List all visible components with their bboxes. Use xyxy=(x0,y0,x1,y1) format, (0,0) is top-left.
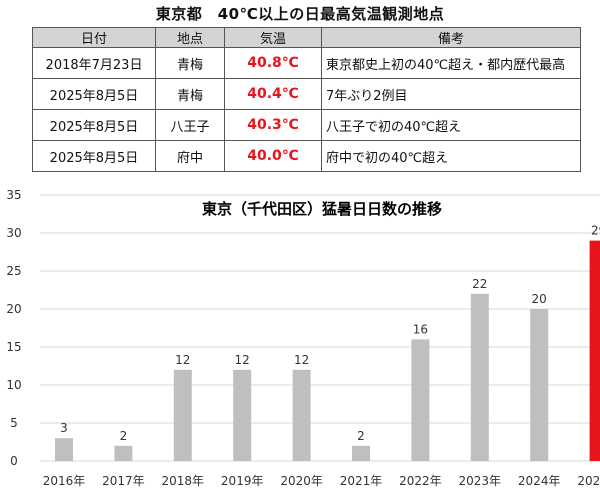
table-row: 2025年8月5日 青梅 40.4℃ 7年ぶり2例目 xyxy=(32,78,581,110)
x-tick-label: 2021年 xyxy=(340,474,383,488)
cell-place: 青梅 xyxy=(155,78,225,110)
observation-table: 日付 地点 気温 備考 2018年7月23日 青梅 40.8℃ 東京都史上初の4… xyxy=(32,27,581,172)
data-label: 12 xyxy=(235,353,250,367)
y-tick-label: 5 xyxy=(10,416,18,430)
bar xyxy=(411,339,430,461)
x-tick-label: 2017年 xyxy=(102,474,145,488)
x-tick-label: 2024年 xyxy=(518,474,561,488)
cell-temp: 40.8℃ xyxy=(224,47,322,79)
cell-note: 府中で初の40℃超え xyxy=(321,140,581,172)
cell-place: 府中 xyxy=(155,140,225,172)
header-date: 日付 xyxy=(32,27,156,48)
table-row: 2018年7月23日 青梅 40.8℃ 東京都史上初の40℃超え・都内歴代最高 xyxy=(32,47,581,79)
y-axis: 0 5 10 15 20 25 30 35 xyxy=(6,188,21,468)
header-place: 地点 xyxy=(155,27,225,48)
x-tick-label: 2025年 xyxy=(577,474,600,488)
x-tick-label: 2018年 xyxy=(162,474,205,488)
data-label: 2 xyxy=(357,429,365,443)
x-tick-label: 2023年 xyxy=(459,474,502,488)
x-tick-label: 2020年 xyxy=(280,474,323,488)
header-temp: 気温 xyxy=(224,27,322,48)
data-label: 20 xyxy=(532,292,547,306)
data-label: 29 xyxy=(591,224,600,238)
data-label: 12 xyxy=(175,353,190,367)
cell-note: 7年ぶり2例目 xyxy=(321,78,581,110)
y-tick-label: 35 xyxy=(6,188,21,202)
bar xyxy=(55,438,73,461)
bar xyxy=(352,445,370,461)
cell-temp: 40.4℃ xyxy=(224,78,322,110)
data-label: 3 xyxy=(60,421,68,435)
cell-date: 2025年8月5日 xyxy=(32,109,156,141)
table-header-row: 日付 地点 気温 備考 xyxy=(32,27,581,48)
y-tick-label: 25 xyxy=(6,264,21,278)
bar xyxy=(173,369,192,461)
data-label: 2 xyxy=(120,429,128,443)
table-row: 2025年8月5日 八王子 40.3℃ 八王子で初の40℃超え xyxy=(32,109,581,141)
cell-date: 2018年7月23日 xyxy=(32,47,156,79)
chart-title: 東京（千代田区）猛暑日日数の推移 xyxy=(202,200,442,218)
y-tick-label: 15 xyxy=(6,340,21,354)
x-axis: 2016年 2017年 2018年 2019年 2020年 2021年 2022年 2023年… xyxy=(43,474,600,488)
data-label: 12 xyxy=(294,353,309,367)
data-label: 16 xyxy=(413,322,428,336)
data-label: 22 xyxy=(472,277,487,291)
cell-date: 2025年8月5日 xyxy=(32,140,156,172)
bar xyxy=(589,240,600,461)
chart-bars: 3 2 12 12 12 2 16 22 20 29 xyxy=(55,224,600,461)
y-tick-label: 0 xyxy=(10,454,18,468)
bar xyxy=(233,369,252,461)
cell-date: 2025年8月5日 xyxy=(32,78,156,110)
cell-place: 八王子 xyxy=(155,109,225,141)
table-row: 2025年8月5日 府中 40.0℃ 府中で初の40℃超え xyxy=(32,140,581,172)
chart-grid xyxy=(40,194,600,462)
table-title: 東京都 40℃以上の日最高気温観測地点 xyxy=(155,5,445,23)
bar xyxy=(292,369,311,461)
cell-temp: 40.0℃ xyxy=(224,140,322,172)
x-tick-label: 2022年 xyxy=(399,474,442,488)
y-tick-label: 10 xyxy=(6,378,21,392)
y-tick-label: 20 xyxy=(6,302,21,316)
cell-note: 八王子で初の40℃超え xyxy=(321,109,581,141)
bar xyxy=(470,293,489,461)
bar xyxy=(114,445,133,461)
x-tick-label: 2016年 xyxy=(43,474,86,488)
x-tick-label: 2019年 xyxy=(221,474,264,488)
bar xyxy=(530,309,549,461)
y-tick-label: 30 xyxy=(6,226,21,240)
